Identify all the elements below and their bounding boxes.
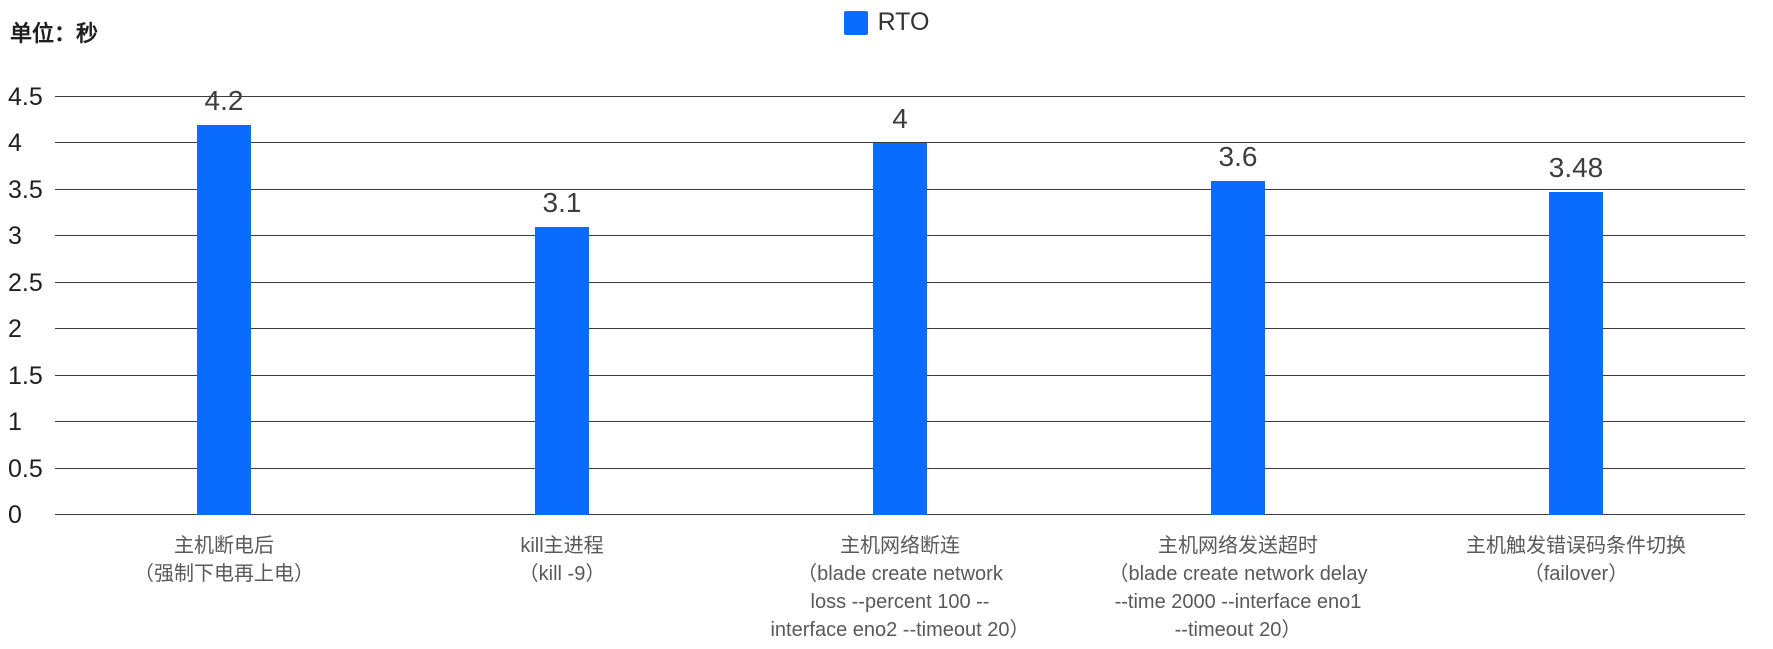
bar-value-label: 3.1 [542, 187, 582, 219]
category-label-line: 主机网络断连 [840, 535, 960, 557]
y-tick-label: 3 [8, 222, 22, 251]
category-label-line: （blade create network delay [1108, 563, 1368, 585]
bar-column: 3.48 [1407, 97, 1745, 515]
bar-column: 4.2 [55, 85, 393, 515]
category-label-line: --time 2000 --interface eno1 [1114, 591, 1362, 613]
category-label-line: --timeout 20） [1174, 619, 1302, 641]
bar-column: 4 [731, 97, 1069, 515]
y-tick-label: 3.5 [8, 175, 43, 204]
bar-column: 3.6 [1069, 97, 1407, 515]
y-tick-label: 1 [8, 408, 22, 437]
legend-swatch-rto [843, 10, 868, 35]
category-label-line: 主机断电后 [174, 535, 274, 557]
category-label: 主机网络发送超时 （blade create network delay --tim… [1069, 532, 1407, 644]
category-label-line: （强制下电再上电） [134, 563, 314, 585]
category-label-line: （blade create network [797, 563, 1003, 585]
category-label-line: loss --percent 100 -- [810, 591, 990, 613]
y-tick-label: 2 [8, 315, 22, 344]
unit-label: 单位：秒 [10, 21, 99, 46]
y-axis: 0 0.5 1 1.5 2 2.5 3 3.5 4 4.5 [8, 83, 50, 529]
gridline [55, 142, 1745, 144]
bar [873, 143, 927, 515]
category-label-line: （kill -9） [518, 563, 606, 585]
y-tick-label: 0.5 [8, 454, 43, 483]
bar [1211, 180, 1265, 515]
category-label-line: 主机网络发送超时 [1158, 535, 1318, 557]
y-tick-label: 1.5 [8, 361, 43, 390]
legend: RTO [0, 8, 1773, 37]
category-label: 主机网络断连 （blade create network loss --percen… [731, 532, 1069, 644]
legend-label: RTO [877, 8, 930, 36]
bar-value-label: 4.2 [204, 84, 244, 116]
category-label-line: 主机触发错误码条件切换 [1466, 535, 1686, 557]
category-label: 主机触发错误码条件切换 （failover） [1407, 532, 1745, 588]
category-label-line: （failover） [1523, 563, 1629, 585]
y-tick-label: 0 [8, 501, 22, 529]
x-axis-labels: 主机断电后 （强制下电再上电） kill主进程 （kill -9） 主机网络断连 （bla… [55, 532, 1745, 647]
category-label-line: kill主进程 [520, 535, 604, 557]
bar-value-label: 3.48 [1548, 151, 1604, 183]
bar [197, 124, 251, 515]
bar-column: 3.1 [393, 97, 731, 515]
y-tick-label: 2.5 [8, 268, 43, 297]
category-label: 主机断电后 （强制下电再上电） [55, 532, 393, 588]
category-label: kill主进程 （kill -9） [393, 532, 731, 588]
bar-value-label: 3.6 [1218, 140, 1258, 172]
y-tick-label: 4 [8, 129, 22, 158]
bar-value-label: 4 [892, 103, 908, 135]
category-label-line: interface eno2 --timeout 20） [770, 619, 1030, 641]
y-tick-label: 4.5 [8, 83, 43, 111]
gridline [55, 96, 1745, 97]
bar [1549, 191, 1603, 515]
plot-area: 4.2 3.1 4 3.6 3.48 [55, 85, 1745, 515]
bar [535, 227, 589, 515]
